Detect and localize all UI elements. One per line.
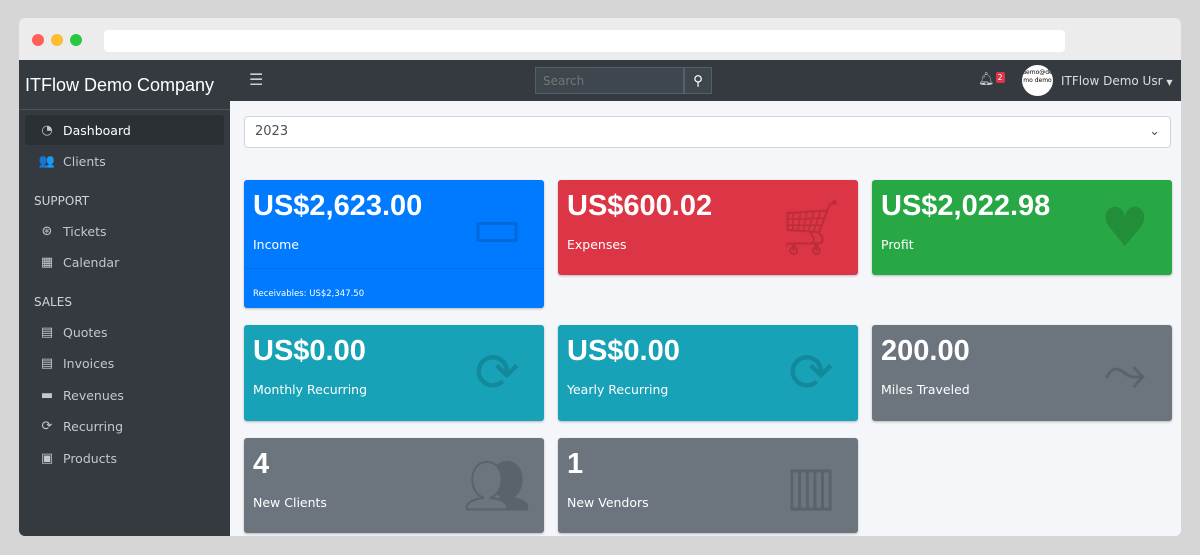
users-icon: 👥: [38, 154, 56, 169]
sync-icon: ⟳: [41, 419, 53, 434]
box-icon: ▣: [40, 450, 54, 466]
sidebar-item-products[interactable]: ▣ Products: [25, 443, 224, 473]
sidebar-item-revenues[interactable]: ▬ Revenues: [25, 380, 224, 410]
user-name: ITFlow Demo Usr: [1061, 74, 1163, 88]
life-ring-icon: ⊛: [41, 223, 53, 239]
stat-card-income[interactable]: US$2,623.00 Income ▭ Receivables: US$2,347.…: [244, 180, 544, 308]
brand[interactable]: ITFlow Demo Company: [19, 60, 230, 110]
stat-card-new-clients[interactable]: 4 New Clients 👥︎: [244, 438, 544, 533]
stat-label: New Vendors: [567, 495, 649, 510]
stat-value: 1: [567, 448, 584, 480]
stat-label: Profit: [881, 237, 914, 252]
notifications-button[interactable]: 🔔︎ 2: [978, 72, 1005, 87]
avatar[interactable]: demo@demo demo: [1022, 65, 1053, 96]
sidebar-item-quotes[interactable]: ▤ Quotes: [25, 317, 224, 347]
users-icon: 👥︎: [462, 454, 532, 517]
invoice-icon: ▤: [40, 356, 54, 371]
stat-value: 4: [253, 448, 270, 480]
heart-icon: ♥: [1100, 196, 1150, 259]
search-input[interactable]: [535, 67, 684, 94]
stat-value: US$0.00: [567, 335, 680, 367]
label: Products: [63, 450, 117, 466]
sidebar-item-clients[interactable]: 👥 Clients: [25, 147, 224, 177]
year-select[interactable]: 2023 ⌄: [244, 116, 1171, 148]
notification-badge: 2: [995, 72, 1005, 83]
sidebar-item-invoices[interactable]: ▤ Invoices: [25, 349, 224, 379]
chevron-down-icon: ⌄: [1149, 124, 1160, 139]
stat-label: Income: [253, 237, 299, 252]
stat-card-new-vendors[interactable]: 1 New Vendors ▥: [558, 438, 858, 533]
year-value: 2023: [255, 124, 289, 139]
building-icon: ▥: [785, 454, 837, 517]
credit-card-icon: ▭: [471, 196, 523, 259]
menu-toggle-icon[interactable]: ☰: [249, 70, 264, 89]
label: Tickets: [63, 223, 107, 239]
label: Recurring: [63, 419, 123, 434]
browser-window: ITFlow Demo Company ◔ Dashboard 👥 Clients …: [19, 18, 1181, 536]
sync-icon: ⟳: [474, 341, 520, 404]
user-menu[interactable]: ITFlow Demo Usr ▼: [1061, 74, 1173, 88]
label: Quotes: [63, 324, 108, 340]
stat-label: Miles Traveled: [881, 382, 970, 397]
sidebar-item-calendar[interactable]: ▦ Calendar: [25, 248, 224, 278]
address-bar[interactable]: [104, 30, 1065, 52]
shopping-cart-icon: 🛒︎: [776, 196, 846, 259]
close-dot[interactable]: [32, 34, 44, 46]
stat-label: Expenses: [567, 237, 627, 252]
route-icon: ⤳: [1103, 341, 1147, 404]
stat-value: US$600.02: [567, 190, 713, 222]
search-icon: ⚲: [693, 72, 703, 88]
maximize-dot[interactable]: [70, 34, 82, 46]
sidebar-item-dashboard[interactable]: ◔ Dashboard: [25, 115, 224, 145]
label: Calendar: [63, 255, 120, 270]
label: Invoices: [63, 356, 115, 371]
sidebar-item-recurring[interactable]: ⟳ Recurring: [25, 412, 224, 442]
minimize-dot[interactable]: [51, 34, 63, 46]
stat-card-yearly-recurring[interactable]: US$0.00 Yearly Recurring ⟳: [558, 325, 858, 421]
stat-card-profit[interactable]: US$2,022.98 Profit ♥: [872, 180, 1172, 275]
stat-label: New Clients: [253, 495, 327, 510]
gauge-icon: ◔: [41, 122, 53, 138]
topbar: ☰ ⚲ 🔔︎2 demo@demo demo ITFlow Demo Usr ▼: [230, 60, 1181, 101]
credit-card-icon: ▬: [40, 387, 54, 403]
bell-icon: 🔔︎: [978, 72, 995, 87]
search-button[interactable]: ⚲: [684, 67, 712, 94]
stat-value: US$2,623.00: [253, 190, 423, 222]
sidebar: ITFlow Demo Company ◔ Dashboard 👥 Clients …: [19, 60, 230, 536]
stat-card-expenses[interactable]: US$600.02 Expenses 🛒︎: [558, 180, 858, 275]
stat-card-monthly-recurring[interactable]: US$0.00 Monthly Recurring ⟳: [244, 325, 544, 421]
stat-value: US$2,022.98: [881, 190, 1051, 222]
label: Clients: [63, 154, 106, 169]
caret-down-icon: ▼: [1166, 78, 1173, 87]
support-header: SUPPORT: [34, 194, 90, 208]
file-icon: ▤: [40, 324, 54, 340]
dashboard-content: 2023 ⌄ US$2,623.00 Income ▭ Receivables: US$…: [230, 101, 1181, 536]
stat-label: Monthly Recurring: [253, 382, 368, 397]
sales-header: SALES: [34, 295, 72, 309]
stat-footer[interactable]: Receivables: US$2,347.50: [244, 268, 544, 308]
stat-card-miles-traveled[interactable]: 200.00 Miles Traveled ⤳: [872, 325, 1172, 421]
sidebar-item-tickets[interactable]: ⊛ Tickets: [25, 216, 224, 246]
search-form: ⚲: [535, 67, 712, 94]
label: Dashboard: [63, 122, 131, 138]
stat-value: US$0.00: [253, 335, 366, 367]
stat-value: 200.00: [881, 335, 970, 367]
sync-icon: ⟳: [788, 341, 834, 404]
stat-label: Yearly Recurring: [567, 382, 669, 397]
label: Revenues: [63, 387, 124, 403]
calendar-icon: ▦: [40, 255, 54, 270]
